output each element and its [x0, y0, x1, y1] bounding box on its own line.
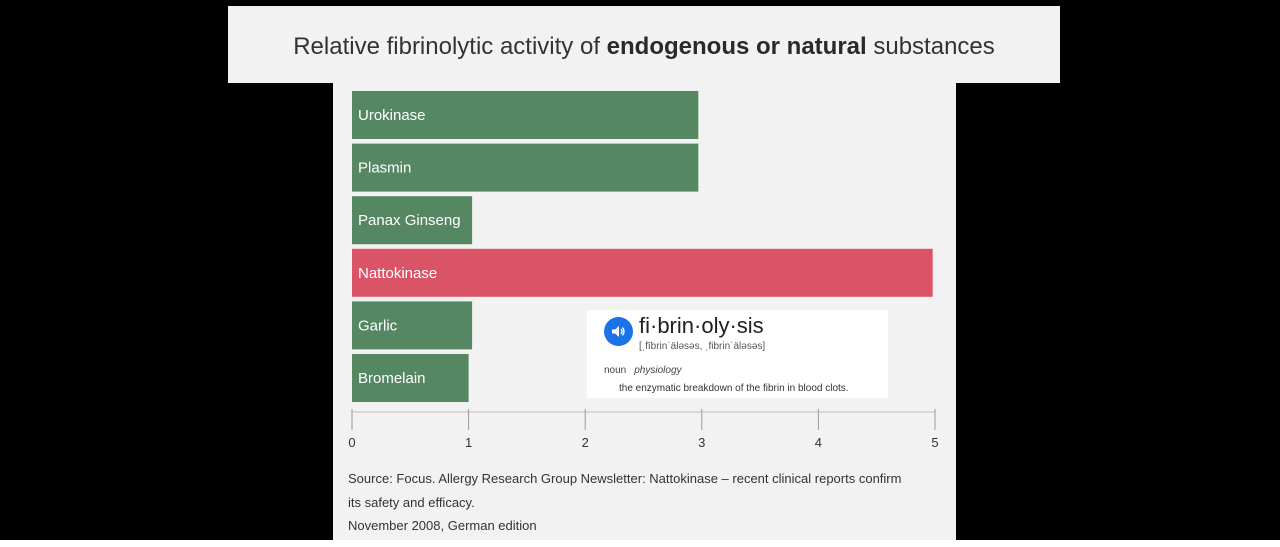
speaker-icon[interactable]: [604, 317, 633, 346]
bar-bromelain: [352, 354, 469, 402]
bar-label-urokinase: Urokinase: [358, 107, 426, 124]
bar-garlic: [352, 301, 473, 350]
chart-title: Relative fibrinolytic activity of endoge…: [228, 35, 1060, 59]
bottom-strip: [0, 540, 1280, 547]
x-tick-label-3: 3: [698, 435, 705, 450]
definition-pronunciation: [ˌfībrinˈäləsəs, ˌfibrinˈäləsəs]: [639, 341, 766, 352]
source-line-1: Source: Focus. Allergy Research Group Ne…: [348, 471, 902, 486]
x-tick-label-2: 2: [582, 435, 589, 450]
definition-card: fi·brin·oly·sis [ˌfībrinˈäləsəs, ˌfibrin…: [587, 310, 888, 398]
bar-nattokinase: [352, 248, 933, 297]
x-tick-label-4: 4: [815, 435, 822, 450]
source-line-2: its safety and efficacy.: [348, 494, 475, 510]
definition-text: the enzymatic breakdown of the fibrin in…: [619, 383, 849, 394]
title-part-after: substances: [866, 33, 995, 60]
title-part-before: Relative fibrinolytic activity of: [293, 33, 607, 60]
x-tick-label-5: 5: [931, 435, 938, 450]
x-tick-label-1: 1: [465, 435, 472, 450]
bar-label-plasmin: Plasmin: [358, 160, 411, 177]
bar-panax-ginseng: [352, 196, 473, 245]
bar-label-panax-ginseng: Panax Ginseng: [358, 212, 461, 229]
bar-label-bromelain: Bromelain: [358, 370, 426, 387]
definition-field-label: physiology: [634, 365, 682, 376]
bar-label-garlic: Garlic: [358, 317, 398, 334]
source-note: Source: Focus. Allergy Research Group Ne…: [348, 467, 938, 538]
x-tick-label-0: 0: [348, 435, 355, 450]
bar-urokinase: [352, 91, 699, 139]
title-part-bold: endogenous or natural: [606, 33, 867, 60]
source-line-3: November 2008, German edition: [348, 518, 537, 533]
definition-headword: fi·brin·oly·sis: [639, 313, 764, 338]
title-panel: Relative fibrinolytic activity of endoge…: [228, 6, 1060, 83]
definition-part-of-speech: noun physiology: [604, 365, 682, 376]
definition-pos-label: noun: [604, 365, 627, 376]
bar-plasmin: [352, 143, 699, 192]
bar-label-nattokinase: Nattokinase: [358, 265, 437, 282]
